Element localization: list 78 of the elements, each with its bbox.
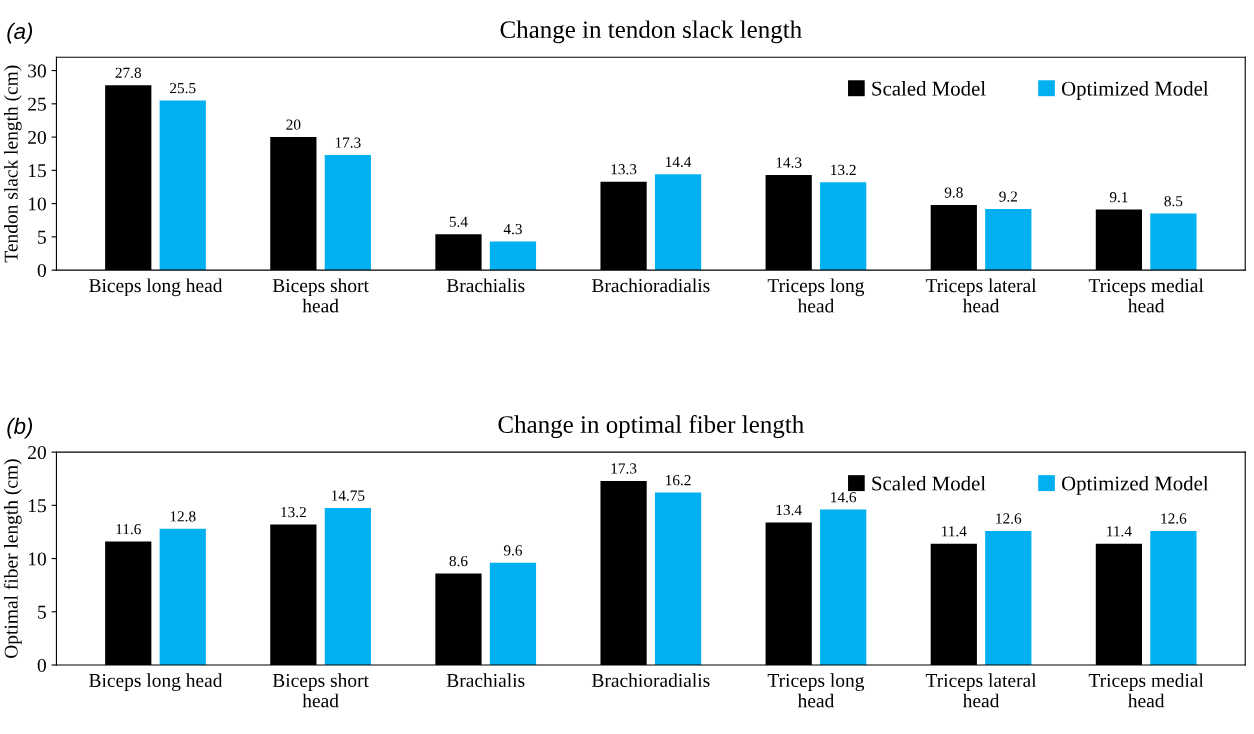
y-tick-label: 0 <box>37 658 46 672</box>
y-axis-title: Tendon slack length (cm) <box>4 65 22 263</box>
x-tick-label: Brachioradialis <box>591 673 710 688</box>
chart-title: Change in optimal fiber length <box>498 415 804 439</box>
y-tick-label: 15 <box>28 164 46 178</box>
x-tick-label: Triceps lateral head <box>925 673 1037 708</box>
bar <box>654 492 702 665</box>
y-tick-label: 20 <box>28 130 46 145</box>
legend-label: Optimized Model <box>1061 81 1209 100</box>
y-tick-label: 30 <box>28 64 46 78</box>
x-tick-label: Biceps long head <box>89 278 223 297</box>
bar <box>159 100 206 271</box>
data-label: 4.3 <box>503 223 522 235</box>
data-label: 9.1 <box>1109 192 1128 203</box>
y-tick-label: 15 <box>28 499 46 513</box>
data-label: 12.8 <box>170 511 196 522</box>
bar <box>820 509 867 665</box>
bar <box>820 182 867 271</box>
data-label: 12.6 <box>1161 513 1187 524</box>
text: (a) <box>7 22 33 44</box>
data-label: 8.5 <box>1164 195 1183 207</box>
x-tick-label: Triceps medial head <box>1088 673 1204 708</box>
y-tick-label: 10 <box>28 197 46 211</box>
data-label: 11.4 <box>1107 526 1132 537</box>
y-tick-label: 25 <box>28 97 46 111</box>
legend-label: Optimized Model <box>1061 475 1209 495</box>
data-label: 9.8 <box>944 187 963 198</box>
data-label: 17.3 <box>611 463 637 474</box>
data-label: 9.2 <box>999 191 1017 202</box>
legend-label: Scaled Model <box>872 475 986 491</box>
y-tick-label: 5 <box>38 230 46 244</box>
data-label: 9.6 <box>503 545 523 556</box>
data-label: 14.75 <box>332 490 365 501</box>
bar <box>1150 530 1197 665</box>
bar <box>985 530 1032 665</box>
y-tick-label: 20 <box>28 445 46 460</box>
y-tick-label: 0 <box>37 263 46 278</box>
data-label: 5.4 <box>449 216 468 227</box>
x-tick-label: Triceps lateral head <box>925 278 1037 313</box>
data-label: 13.2 <box>281 506 306 518</box>
bar <box>324 508 371 665</box>
data-label: 13.3 <box>611 164 637 175</box>
x-tick-label: Biceps long head <box>89 673 223 692</box>
data-label: 13.2 <box>831 164 856 176</box>
bar <box>1150 213 1197 271</box>
x-tick-label: Brachialis <box>446 278 525 293</box>
x-tick-label: Triceps long head <box>767 673 865 708</box>
data-label: 27.8 <box>115 67 142 78</box>
data-label: 12.6 <box>996 513 1022 524</box>
bar <box>489 241 537 271</box>
data-label: 13.4 <box>776 504 802 516</box>
x-tick-label: Biceps short head <box>272 278 369 313</box>
bar <box>654 174 702 271</box>
data-label: 25.5 <box>170 82 196 94</box>
data-label: 20 <box>286 119 301 130</box>
x-tick-label: Biceps short head <box>272 673 369 708</box>
legend-label: Scaled Model <box>872 81 986 96</box>
data-label: 8.6 <box>449 555 468 567</box>
bar <box>159 528 206 665</box>
y-tick-label: 10 <box>28 552 46 566</box>
data-label: 11.6 <box>116 524 141 535</box>
chart-title: Change in tendon slack length <box>500 20 802 44</box>
y-axis-title: Optimal fiber length (cm) <box>3 459 22 658</box>
data-label: 14.3 <box>776 157 802 168</box>
data-label: 11.4 <box>942 526 967 537</box>
x-tick-label: Triceps long head <box>767 278 865 313</box>
data-label: 17.3 <box>335 137 361 148</box>
data-label: 14.4 <box>666 156 692 168</box>
bar <box>489 562 537 665</box>
data-label: 16.2 <box>666 475 691 486</box>
text: (b) <box>7 417 33 439</box>
y-tick-label: 5 <box>38 605 46 619</box>
bar <box>324 155 371 271</box>
bar <box>985 208 1032 271</box>
x-tick-label: Brachialis <box>446 673 525 688</box>
x-tick-label: Brachioradialis <box>591 278 710 293</box>
x-tick-label: Triceps medial head <box>1088 278 1204 313</box>
data-label: 14.6 <box>831 492 857 503</box>
